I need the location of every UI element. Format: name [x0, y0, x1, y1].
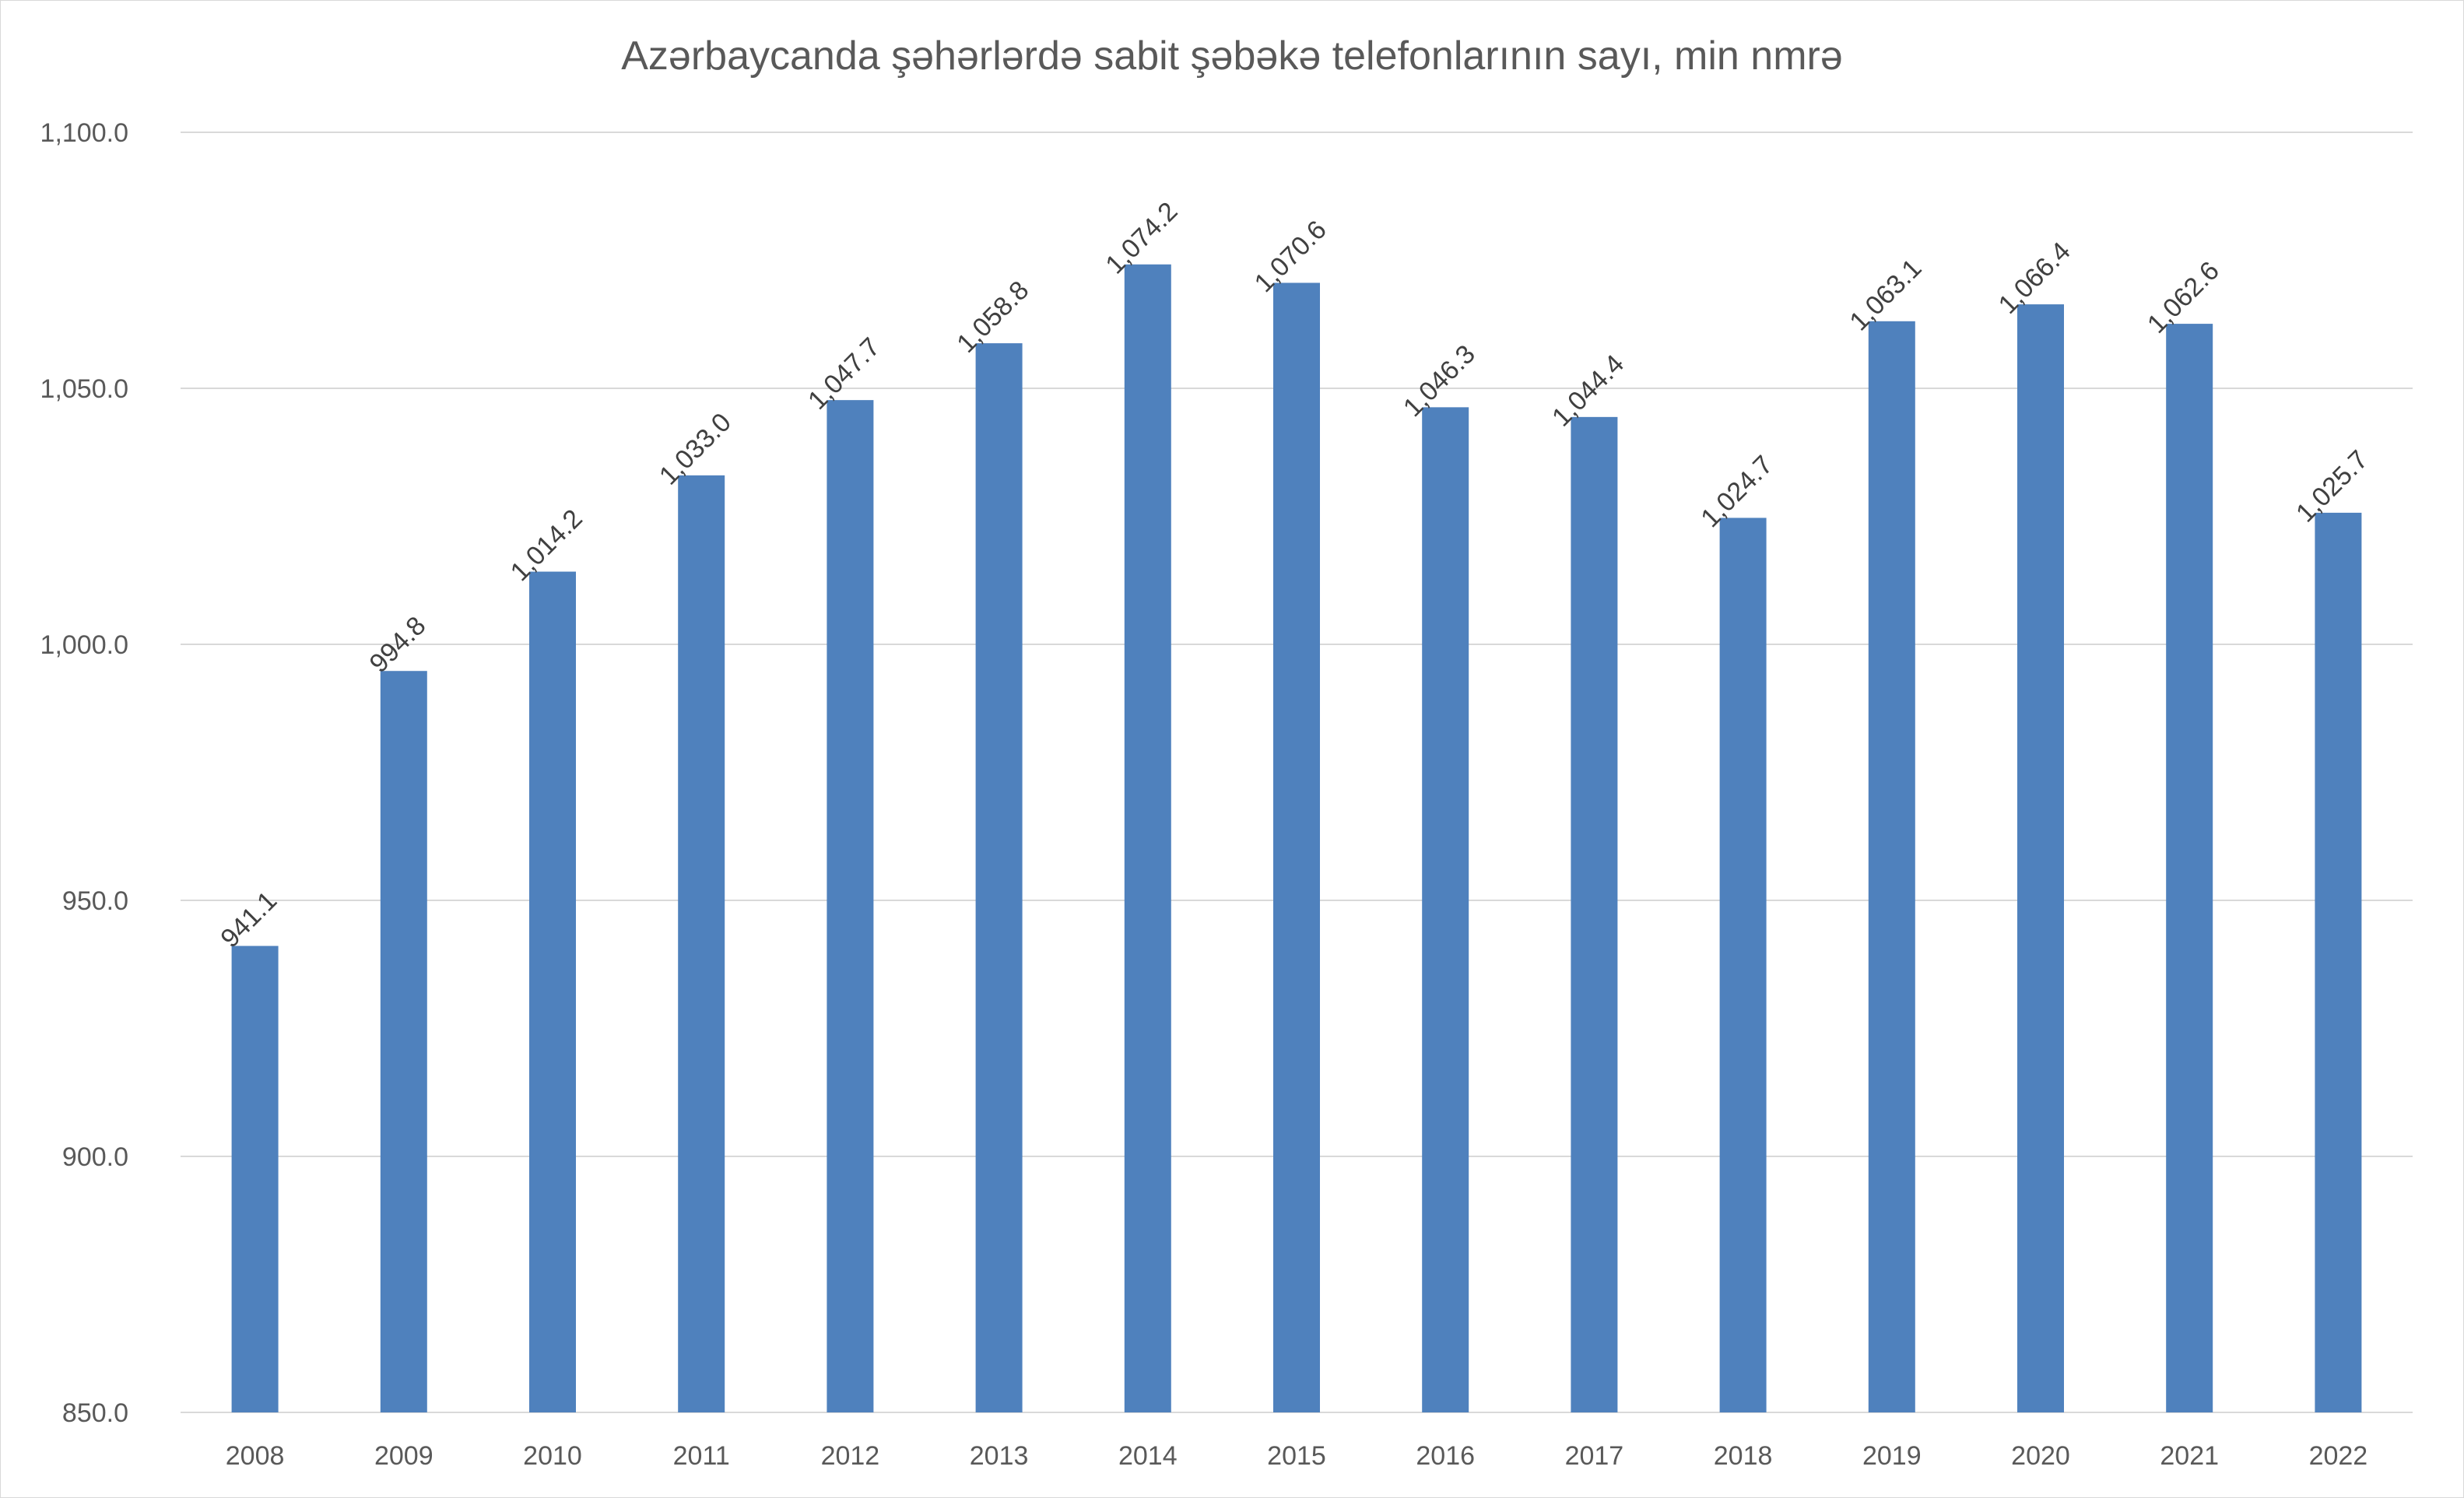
x-tick-label: 2017	[1565, 1441, 1624, 1471]
x-tick-label: 2022	[2309, 1441, 2368, 1471]
bar	[529, 571, 576, 1413]
bar	[380, 671, 427, 1412]
x-tick-label: 2009	[374, 1441, 433, 1471]
x-tick-label: 2010	[523, 1441, 582, 1471]
bar	[2017, 304, 2064, 1412]
bar	[975, 343, 1023, 1413]
x-tick-label: 2008	[226, 1441, 285, 1471]
bar	[1868, 321, 1915, 1412]
bar	[827, 400, 874, 1412]
bar	[231, 945, 279, 1412]
x-tick-label: 2018	[1714, 1441, 1773, 1471]
x-tick-label: 2015	[1267, 1441, 1326, 1471]
x-tick-label: 2013	[970, 1441, 1029, 1471]
y-tick-label: 850.0	[62, 1398, 128, 1428]
y-tick-label: 900.0	[62, 1142, 128, 1172]
y-tick-label: 950.0	[62, 886, 128, 916]
bar	[1273, 282, 1320, 1412]
x-tick-label: 2021	[2160, 1441, 2219, 1471]
x-tick-label: 2011	[673, 1441, 730, 1471]
bar	[2166, 324, 2213, 1412]
y-tick-label: 1,050.0	[40, 374, 128, 404]
chart-title: Azərbaycanda şəhərlərdə sabit şəbəkə tel…	[621, 33, 1843, 79]
bar	[1422, 407, 1469, 1413]
y-tick-label: 1,000.0	[40, 630, 128, 660]
x-tick-label: 2016	[1416, 1441, 1475, 1471]
bar	[2315, 512, 2362, 1412]
bar	[678, 475, 725, 1412]
y-tick-label: 1,100.0	[40, 118, 128, 148]
x-tick-label: 2019	[1862, 1441, 1922, 1471]
bar	[1719, 517, 1767, 1412]
x-tick-label: 2014	[1118, 1441, 1178, 1471]
bar	[1124, 264, 1171, 1412]
data-label: 941.1	[215, 886, 283, 953]
bar	[1571, 416, 1618, 1412]
x-tick-label: 2020	[2011, 1441, 2070, 1471]
x-tick-label: 2012	[821, 1441, 880, 1471]
